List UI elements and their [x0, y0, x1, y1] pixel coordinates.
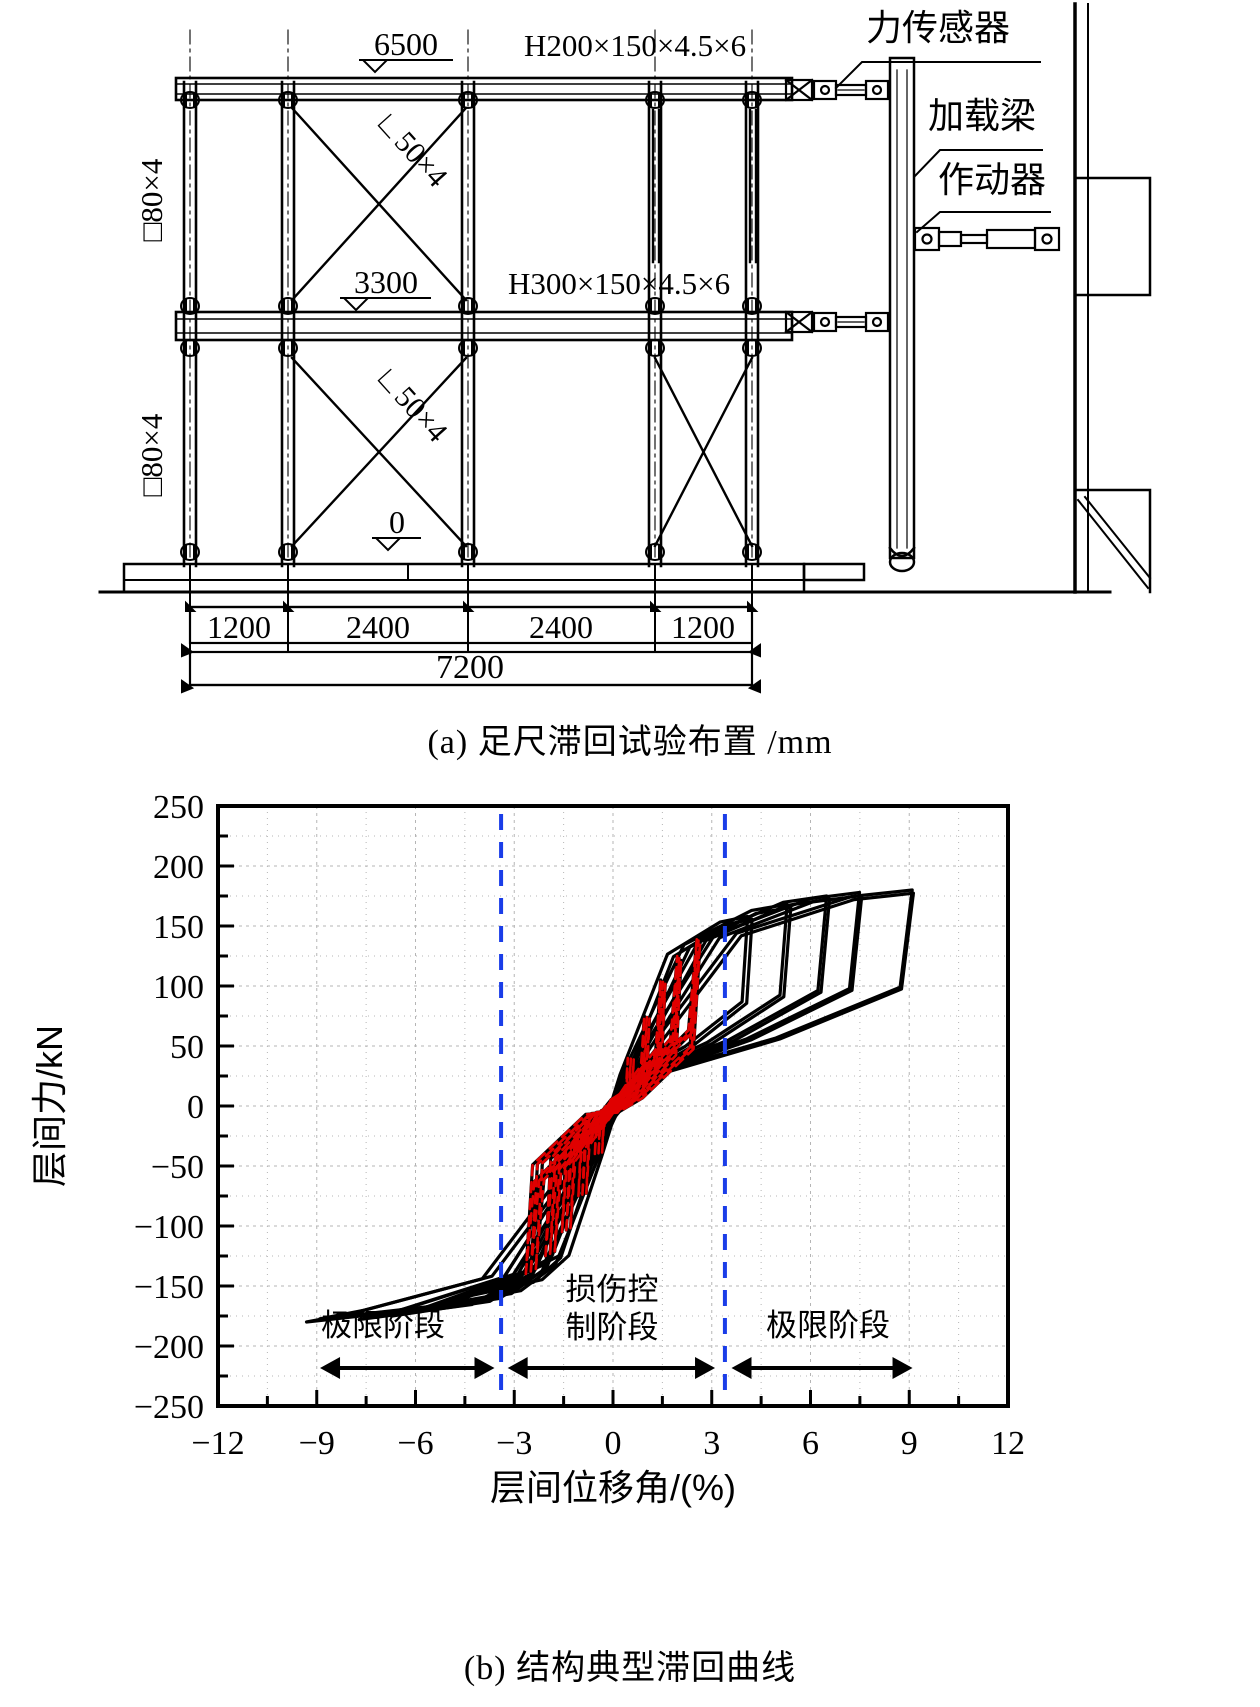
- chart-grid: [218, 806, 1008, 1406]
- actuator: [913, 226, 1061, 252]
- label-brace-section-lower: ∟50×4: [368, 359, 454, 449]
- dim-bay-4: 1200: [671, 609, 735, 645]
- figure-panel-a: 6500 3300 0 H200×150×4.5×6 H300×150×4.5×…: [98, 2, 1152, 694]
- chart-ylabel: 层间力/kN: [29, 1025, 70, 1187]
- dim-total: 7200: [436, 649, 504, 686]
- dim-bay-2: 2400: [346, 609, 410, 645]
- dimension-chain: [181, 565, 761, 694]
- load-cell-top: [784, 78, 890, 102]
- top-beam: [174, 76, 794, 102]
- x-tick-label: −12: [191, 1425, 244, 1462]
- loading-beam: [888, 56, 916, 573]
- label-level-3300: 3300: [354, 264, 418, 300]
- x-tick-label: 12: [991, 1425, 1025, 1462]
- label-column-section-upper: □80×4: [134, 158, 169, 241]
- zone-label-right: 极限阶段: [766, 1308, 890, 1343]
- y-tick-label: −200: [134, 1329, 204, 1366]
- hysteresis-curves-red: [524, 936, 702, 1276]
- dim-bay-1: 1200: [207, 609, 271, 645]
- x-tick-label: 0: [605, 1425, 622, 1462]
- y-tick-label: 150: [153, 909, 204, 946]
- leader-lines: [834, 61, 1051, 234]
- label-column-section-lower: □80×4: [134, 413, 169, 496]
- level-markers: [340, 59, 453, 552]
- x-tick-label: 9: [901, 1425, 918, 1462]
- label-level-6500: 6500: [374, 26, 438, 62]
- foundation-beam-right: [802, 562, 866, 582]
- y-tick-label: 200: [153, 849, 204, 886]
- column-centerlines: [189, 29, 753, 561]
- zone-label-left: 极限阶段: [321, 1308, 445, 1343]
- mid-beam: [174, 310, 794, 342]
- y-tick-label: 250: [153, 789, 204, 826]
- label-load-cell: 力传感器: [866, 8, 1010, 48]
- chart-xlabel: 层间位移角/(%): [490, 1467, 736, 1508]
- dim-bay-3: 2400: [529, 609, 593, 645]
- braces-lower: [290, 356, 754, 548]
- zone-label-mid-line1: 损伤控: [566, 1272, 659, 1307]
- y-tick-label: −50: [151, 1149, 204, 1186]
- x-tick-label: −3: [496, 1425, 532, 1462]
- braces-upper: [290, 106, 758, 302]
- y-tick-label: −250: [134, 1389, 204, 1426]
- x-tick-label: −9: [299, 1425, 335, 1462]
- stage-divider-lines: [499, 814, 727, 1402]
- reaction-wall: [1073, 2, 1152, 594]
- label-brace-section-upper: ∟50×4: [368, 104, 454, 194]
- y-tick-label: 100: [153, 969, 204, 1006]
- chart-plot-frame: [216, 804, 1010, 1408]
- caption-panel-a: (a) 足尺滞回试验布置 /mm: [427, 724, 833, 761]
- chart-ticks: [216, 804, 1010, 1408]
- y-tick-label: 0: [187, 1089, 204, 1126]
- label-mid-beam-section: H300×150×4.5×6: [508, 266, 730, 301]
- frame-columns: [182, 80, 760, 568]
- load-cell-mid: [784, 310, 890, 334]
- zone-arrows: [320, 1357, 913, 1379]
- label-level-0: 0: [389, 504, 405, 540]
- x-tick-label: 6: [802, 1425, 819, 1462]
- y-tick-label: −100: [134, 1209, 204, 1246]
- zone-label-mid-line2: 制阶段: [566, 1310, 659, 1345]
- x-tick-label: −6: [397, 1425, 433, 1462]
- foundation-beam: [122, 562, 806, 594]
- label-top-beam-section: H200×150×4.5×6: [524, 28, 746, 63]
- hysteresis-curves-black: [304, 888, 915, 1324]
- label-actuator: 作动器: [938, 160, 1046, 200]
- y-tick-label: −150: [134, 1269, 204, 1306]
- beam-column-joints: [180, 91, 762, 561]
- label-loading-beam: 加载梁: [928, 96, 1036, 136]
- caption-panel-b: (b) 结构典型滞回曲线: [463, 1650, 797, 1687]
- y-tick-label: 50: [170, 1029, 204, 1066]
- x-tick-label: 3: [703, 1425, 720, 1462]
